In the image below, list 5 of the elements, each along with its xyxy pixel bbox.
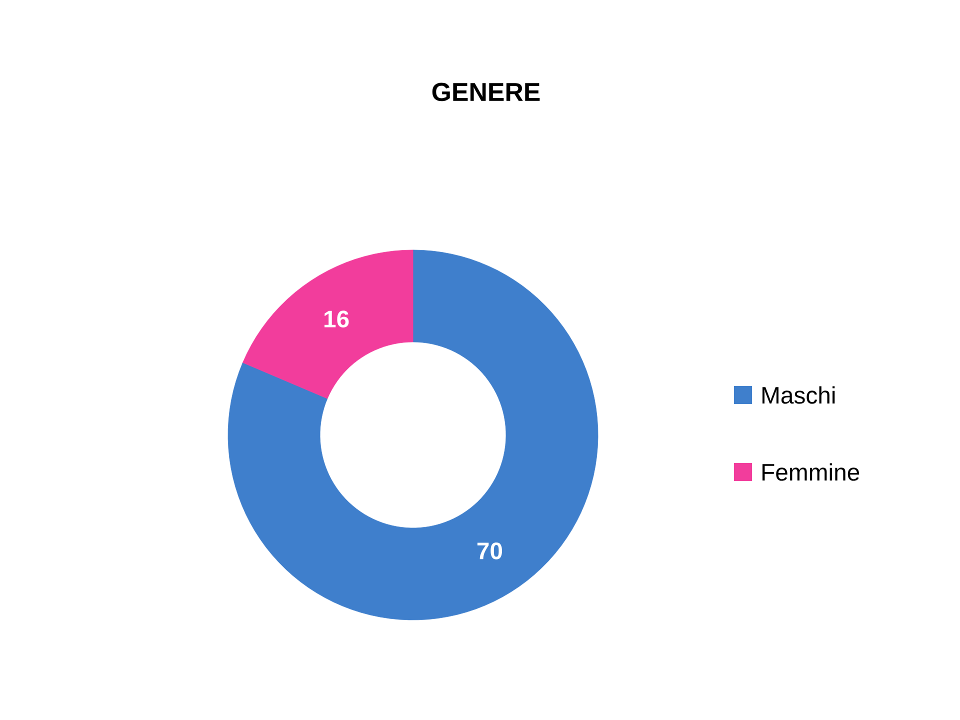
chart-title: GENERE — [432, 82, 540, 102]
legend-label: Maschi — [762, 386, 835, 404]
data-label: 70 — [477, 542, 502, 560]
legend-label: Femmine — [762, 463, 860, 481]
data-label: 16 — [324, 310, 349, 328]
